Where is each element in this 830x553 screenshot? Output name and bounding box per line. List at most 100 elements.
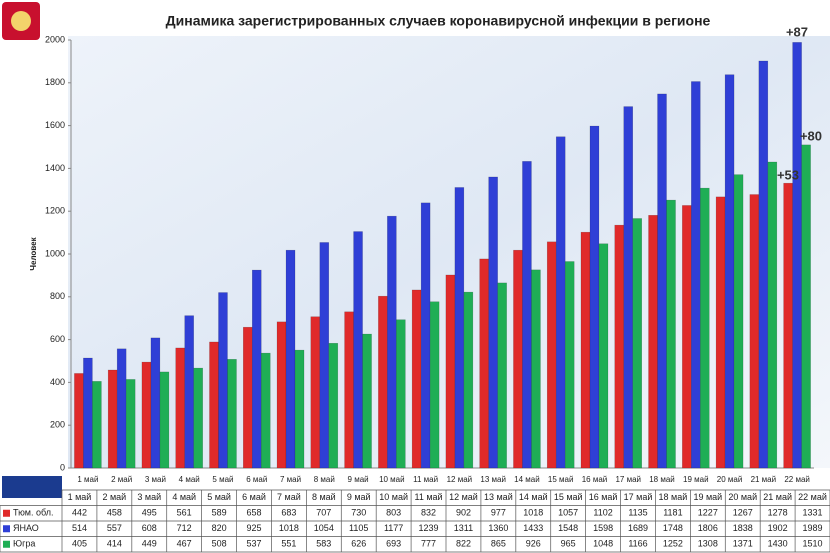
bar [758,60,769,469]
x-tick-label: 9 май [348,475,369,484]
table-cell: 1902 [768,523,788,533]
x-tick-label: 14 май [514,475,540,484]
bar [682,205,692,469]
table-cell: 1227 [698,508,718,518]
table-cell: 1018 [279,523,299,533]
table-cell: 1252 [663,539,683,549]
table-cell: 626 [351,539,366,549]
table-cell: 1548 [558,523,578,533]
legend-label: Тюм. обл. [13,508,53,518]
table-cell: 693 [386,539,401,549]
bar [141,361,152,469]
table-cell: 458 [107,508,122,518]
table-header: 22 май [798,492,827,502]
annotation: +80 [800,128,822,143]
table-header: 14 май [519,492,548,502]
table-cell: 1430 [768,539,788,549]
table-header: 20 май [728,492,757,502]
x-tick-label: 5 май [212,475,233,484]
bar [513,249,523,469]
logo [2,2,62,498]
bar [319,242,330,469]
x-tick-label: 11 май [413,475,438,484]
bar [387,215,397,469]
bar [362,333,372,469]
table-header: 15 май [554,492,583,502]
x-tick-label: 19 май [683,475,709,484]
table-cell: 1177 [384,523,403,533]
bar [218,292,228,469]
table-cell: 1105 [349,523,368,533]
table-cell: 467 [177,539,192,549]
bar [396,319,406,469]
table-cell: 865 [491,539,506,549]
y-tick-label: 1200 [45,206,65,216]
bar [294,349,305,469]
table-cell: 1278 [768,508,788,518]
bar [159,371,170,469]
table-header: 21 май [763,492,792,502]
y-tick-label: 1000 [45,248,65,258]
x-tick-label: 3 май [145,475,166,484]
x-tick-label: 18 май [649,475,675,484]
y-tick-label: 2000 [45,34,65,44]
bar [411,289,422,469]
table-cell: 1598 [593,523,613,533]
table-cell: 658 [246,508,261,518]
table-header: 12 май [449,492,478,502]
legend-label: ЯНАО [13,523,39,533]
bar [733,174,744,469]
bar [276,321,287,469]
table-cell: 1806 [698,523,718,533]
x-tick-label: 20 май [717,475,743,484]
bar [632,218,642,469]
y-tick-label: 600 [50,334,65,344]
x-tick-label: 7 май [280,475,301,484]
bar [83,357,93,469]
x-tick-label: 2 май [111,475,132,484]
bar [497,282,507,469]
table-cell: 712 [177,523,192,533]
table-cell: 1748 [663,523,683,533]
table-cell: 1057 [558,508,578,518]
bar [328,342,339,469]
bar [344,311,354,469]
legend-swatch [3,509,10,517]
bar [429,301,440,469]
table-header: 2 май [102,492,126,502]
table-cell: 449 [142,539,157,549]
bar [209,341,219,469]
bar [715,196,726,469]
bar [531,269,541,469]
bar [657,93,667,469]
x-tick-label: 15 май [548,475,574,484]
y-tick-label: 0 [60,462,65,472]
table-header: 6 май [242,492,266,502]
table-cell: 1360 [488,523,508,533]
bar [792,42,802,469]
bar [116,348,127,469]
legend-swatch [3,525,10,533]
bar [614,224,624,469]
table-cell: 822 [456,539,471,549]
table-header: 8 май [312,492,336,502]
table-cell: 1267 [733,508,753,518]
bar [74,373,84,469]
bar [310,316,321,469]
table-header: 4 май [172,492,196,502]
table-cell: 1371 [733,539,753,549]
bar [353,231,363,469]
annotation: +87 [786,24,808,39]
bar [252,269,262,469]
x-tick-label: 6 май [246,475,267,484]
table-cell: 707 [316,508,331,518]
bar [420,202,431,469]
table-header: 9 май [347,492,371,502]
table-cell: 820 [212,523,227,533]
bar [150,337,161,469]
bar [648,215,658,469]
bar [522,161,532,469]
table-cell: 561 [177,508,192,518]
table-cell: 925 [246,523,261,533]
table-cell: 1054 [314,523,334,533]
